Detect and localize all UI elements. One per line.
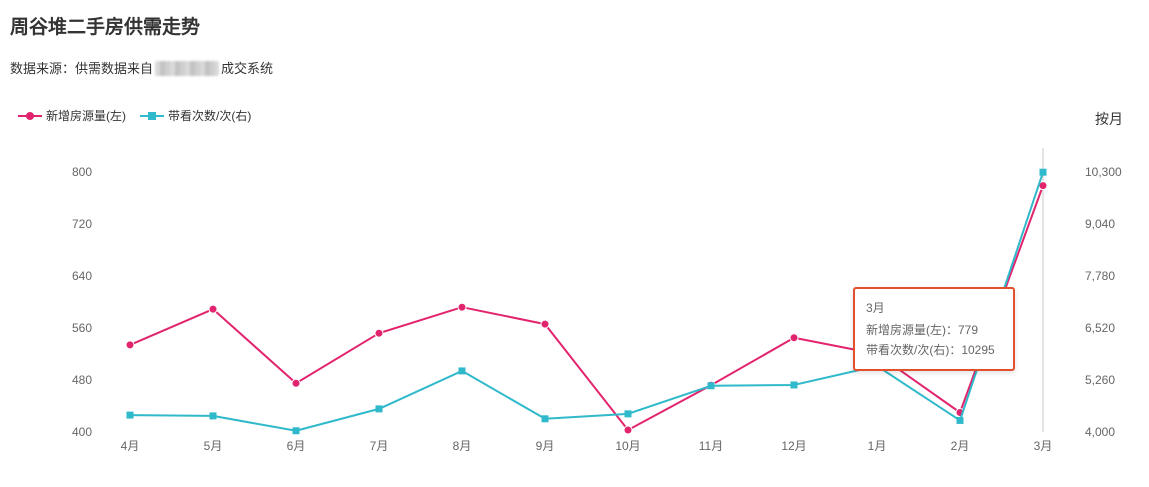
y-axis-left-label: 720	[72, 217, 92, 231]
data-point[interactable]	[541, 415, 549, 423]
data-point[interactable]	[208, 304, 218, 314]
y-axis-left-label: 480	[72, 373, 92, 387]
x-axis-label: 11月	[699, 439, 723, 453]
legend-label: 带看次数/次(右)	[168, 109, 252, 123]
data-point[interactable]	[956, 416, 964, 424]
x-axis-label: 12月	[781, 439, 806, 453]
legend-dot-icon	[26, 111, 34, 120]
y-axis-right-label: 6,520	[1085, 321, 1115, 335]
tooltip-series-line: 新增房源量(左)：779	[866, 323, 979, 337]
y-axis-right-label: 10,300	[1085, 165, 1122, 179]
chart-tooltip: 3月 新增房源量(左)：779 带看次数/次(右)：10295	[853, 287, 1015, 371]
x-axis-label: 4月	[121, 439, 140, 453]
x-axis-label: 3月	[1034, 439, 1053, 453]
x-axis-label: 2月	[951, 439, 970, 453]
legend-item-new-listings[interactable]: 新增房源量(左)	[18, 107, 126, 124]
data-point[interactable]	[209, 412, 217, 420]
data-point[interactable]	[1039, 168, 1047, 176]
page-title: 周谷堆二手房供需走势	[10, 17, 201, 38]
y-axis-left-label: 560	[72, 321, 92, 335]
y-axis-right-label: 9,040	[1085, 217, 1115, 231]
data-point[interactable]	[457, 302, 467, 312]
data-point[interactable]	[540, 319, 550, 329]
data-point[interactable]	[789, 333, 799, 343]
x-axis-label: 9月	[536, 439, 555, 453]
legend-item-viewings[interactable]: 带看次数/次(右)	[140, 107, 251, 124]
period-label: 按月	[1095, 111, 1123, 127]
data-point[interactable]	[623, 425, 633, 435]
y-axis-left-label: 640	[72, 269, 92, 283]
legend-label: 新增房源量(左)	[46, 109, 126, 123]
data-point[interactable]	[126, 411, 134, 419]
x-axis-label: 6月	[287, 439, 306, 453]
data-source-note: 数据来源：供需数据来自 成交系统	[10, 58, 273, 77]
data-point[interactable]	[292, 427, 300, 435]
line-square-marker-icon	[140, 110, 164, 122]
y-axis-right-label: 7,780	[1085, 269, 1115, 283]
data-point[interactable]	[624, 410, 632, 418]
y-axis-left-label: 800	[72, 165, 92, 179]
data-point[interactable]	[291, 378, 301, 388]
source-suffix: 成交系统	[221, 61, 274, 76]
data-point[interactable]	[125, 340, 135, 350]
line-dot-marker-icon	[18, 110, 42, 122]
data-point[interactable]	[458, 367, 466, 375]
y-axis-right-label: 5,260	[1085, 373, 1115, 387]
x-axis-label: 5月	[204, 439, 223, 453]
y-axis-left-label: 400	[72, 425, 92, 439]
redacted-text-block	[155, 61, 220, 76]
chart-legend: 新增房源量(左) 带看次数/次(右)	[18, 107, 251, 124]
tooltip-title: 3月	[866, 301, 885, 315]
x-axis-label: 8月	[453, 439, 472, 453]
x-axis-label: 10月	[615, 439, 640, 453]
y-axis-right-label: 4,000	[1085, 425, 1115, 439]
series-line	[129, 171, 1044, 432]
data-point[interactable]	[374, 328, 384, 338]
data-point[interactable]	[707, 382, 715, 390]
source-prefix: 数据来源：供需数据来自	[10, 61, 154, 76]
data-point[interactable]	[790, 381, 798, 389]
x-axis-label: 7月	[370, 439, 389, 453]
tooltip-series-line: 带看次数/次(右)：10295	[866, 343, 995, 357]
x-axis-label: 1月	[868, 439, 887, 453]
data-point[interactable]	[375, 405, 383, 413]
legend-square-icon	[148, 111, 156, 120]
